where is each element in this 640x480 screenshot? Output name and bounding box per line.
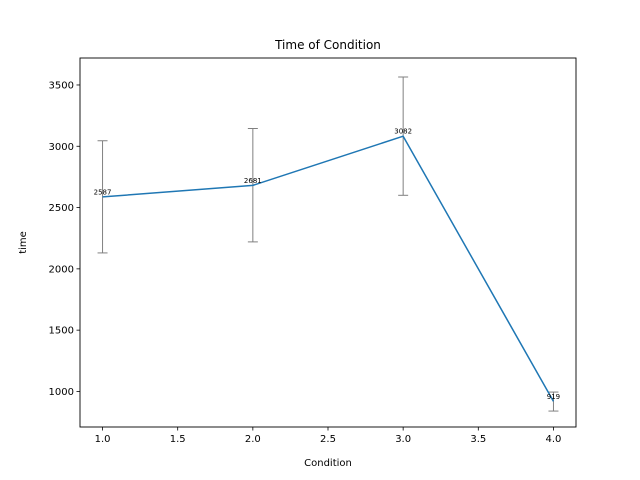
y-tick-label: 2500	[49, 203, 74, 214]
y-tick-label: 3500	[49, 80, 74, 91]
series-line	[102, 135, 555, 402]
y-axis-label: time	[18, 231, 29, 254]
x-tick-label: 2.5	[320, 434, 336, 445]
data-label: 3082	[394, 128, 412, 136]
y-axis-ticks: 1000 1500 2000 2500 3000 3500	[49, 80, 80, 398]
data-label: 919	[547, 393, 560, 401]
x-tick-label: 3.0	[395, 434, 411, 445]
x-axis-ticks: 1.0 1.5 2.0 2.5 3.0 3.5 4.0	[95, 427, 562, 445]
x-tick-label: 2.0	[245, 434, 261, 445]
plot-frame	[79, 57, 577, 428]
y-tick-label: 3000	[49, 142, 74, 153]
data-label: 2587	[94, 188, 112, 196]
data-label: 2681	[244, 177, 262, 185]
y-tick-label: 1500	[49, 326, 74, 337]
x-tick-label: 3.5	[470, 434, 486, 445]
x-tick-label: 4.0	[546, 434, 562, 445]
chart-title: Time of Condition	[274, 38, 381, 52]
x-axis-label: Condition	[304, 458, 352, 469]
series-group	[102, 135, 555, 402]
y-tick-label: 2000	[49, 264, 74, 275]
x-tick-label: 1.5	[170, 434, 186, 445]
x-tick-label: 1.0	[95, 434, 111, 445]
data-labels: 2587 2681 3082 919	[94, 128, 561, 401]
y-tick-label: 1000	[49, 387, 74, 398]
